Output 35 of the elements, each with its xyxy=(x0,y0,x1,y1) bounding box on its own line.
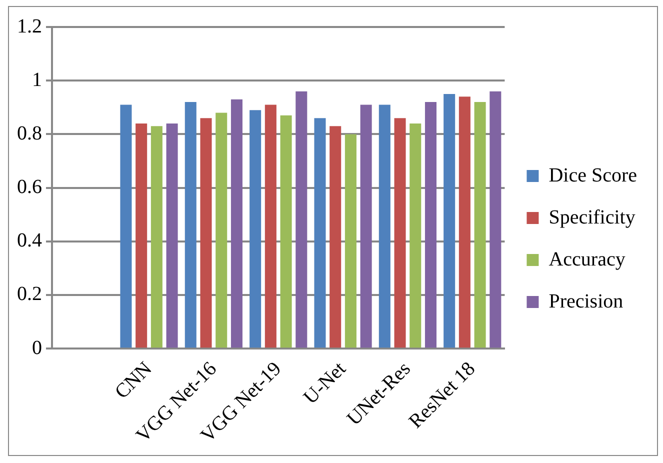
y-tick-label: 0 xyxy=(32,336,42,359)
y-tick-label: 0.4 xyxy=(17,230,42,252)
bar xyxy=(216,112,228,348)
bar xyxy=(410,123,422,348)
y-tick-label: 1.2 xyxy=(17,15,42,38)
y-tick-label: 0.2 xyxy=(17,283,42,306)
legend-label: Accuracy xyxy=(548,248,626,270)
bar xyxy=(184,102,196,348)
legend-label: Dice Score xyxy=(548,164,638,186)
bar xyxy=(280,115,292,348)
legend-label: Precision xyxy=(548,290,624,312)
bar xyxy=(378,104,390,348)
bar xyxy=(150,126,162,348)
bar xyxy=(330,126,342,348)
bar xyxy=(296,91,308,348)
bar xyxy=(314,118,326,348)
bar xyxy=(424,102,436,348)
bar xyxy=(200,118,212,348)
bar xyxy=(474,102,486,348)
bar xyxy=(250,110,262,348)
legend-label: Specificity xyxy=(548,206,636,228)
bar xyxy=(458,96,470,348)
y-tick-label: 1 xyxy=(32,68,42,91)
bar xyxy=(344,134,356,348)
bar xyxy=(264,104,276,348)
y-tick-label: 0.8 xyxy=(17,122,42,144)
bar xyxy=(230,99,242,348)
bar xyxy=(136,123,148,348)
bar xyxy=(394,118,406,348)
bar xyxy=(444,94,456,348)
bar xyxy=(166,123,178,348)
y-tick-label: 0.6 xyxy=(17,176,42,198)
bar xyxy=(360,104,372,348)
bar xyxy=(120,104,132,348)
bar xyxy=(490,91,502,348)
